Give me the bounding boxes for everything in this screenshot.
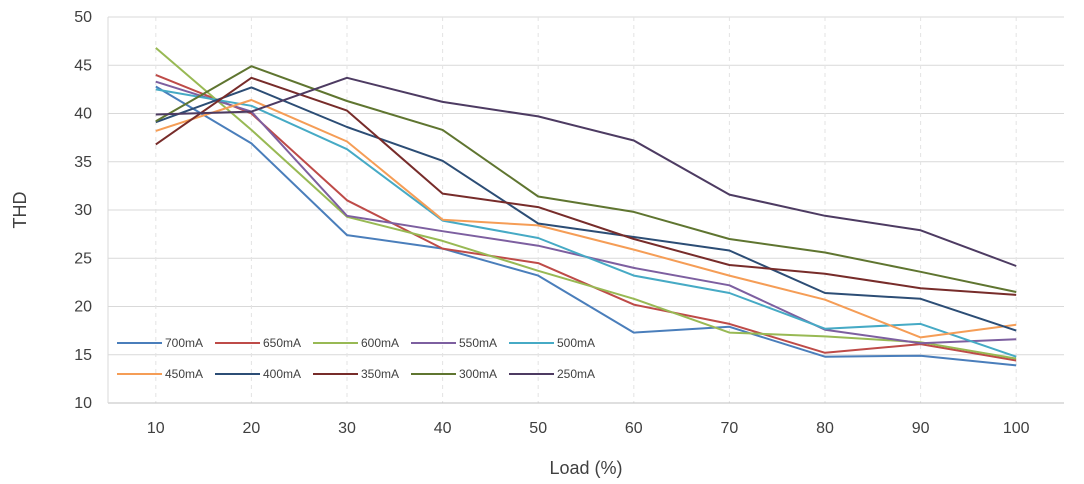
x-tick-label: 20: [243, 420, 261, 437]
series-line-600mA: [155, 47, 1017, 360]
series-line-450mA: [155, 99, 1017, 339]
series-line-250mA: [155, 76, 1017, 267]
series-line-700mA: [155, 85, 1017, 367]
legend-label: 250mA: [557, 367, 595, 381]
series-line-500mA: [155, 88, 1017, 358]
y-tick-label: 15: [74, 347, 92, 364]
x-tick-label: 40: [434, 420, 452, 437]
legend-item-700mA: 700mA: [117, 336, 203, 350]
legend-item-400mA: 400mA: [215, 367, 301, 381]
x-axis-title: Load (%): [549, 458, 622, 478]
grid-layer: [108, 16, 1064, 404]
legend-label: 550mA: [459, 336, 497, 350]
legend-item-350mA: 350mA: [313, 367, 399, 381]
legend-label: 650mA: [263, 336, 301, 350]
axis-layer: 10 15 20 25 30 35 40 45 50 10 20 30 40 50 60 70 80 90 100: [74, 9, 1064, 437]
x-tick-label: 60: [625, 420, 643, 437]
x-tick-label: 30: [338, 420, 356, 437]
series-line-650mA: [155, 73, 1017, 362]
y-tick-label: 20: [74, 299, 92, 316]
legend-label: 700mA: [165, 336, 203, 350]
legend-item-300mA: 300mA: [411, 367, 497, 381]
legend-item-450mA: 450mA: [117, 367, 203, 381]
y-tick-label: 50: [74, 9, 92, 26]
series-line-350mA: [155, 76, 1017, 296]
legend-label: 400mA: [263, 367, 301, 381]
x-tick-label: 100: [1003, 420, 1030, 437]
x-tick-label: 50: [529, 420, 547, 437]
y-tick-label: 25: [74, 250, 92, 267]
legend: 700mA 650mA 600mA 550mA 500mA 450mA 400mA 350mA…: [117, 336, 595, 381]
y-axis-title: THD: [10, 192, 30, 229]
legend-label: 500mA: [557, 336, 595, 350]
x-tick-label: 70: [721, 420, 739, 437]
legend-item-500mA: 500mA: [509, 336, 595, 350]
y-tick-label: 10: [74, 395, 92, 412]
legend-item-250mA: 250mA: [509, 367, 595, 381]
legend-label: 450mA: [165, 367, 203, 381]
legend-label: 600mA: [361, 336, 399, 350]
series-layer: [155, 47, 1017, 367]
legend-label: 350mA: [361, 367, 399, 381]
legend-item-600mA: 600mA: [313, 336, 399, 350]
y-tick-label: 35: [74, 154, 92, 171]
x-tick-label: 80: [816, 420, 834, 437]
x-tick-label: 10: [147, 420, 165, 437]
y-tick-label: 45: [74, 57, 92, 74]
legend-item-650mA: 650mA: [215, 336, 301, 350]
y-tick-label: 30: [74, 202, 92, 219]
legend-item-550mA: 550mA: [411, 336, 497, 350]
series-line-300mA: [155, 65, 1017, 293]
legend-label: 300mA: [459, 367, 497, 381]
x-tick-label: 90: [912, 420, 930, 437]
series-line-400mA: [155, 86, 1017, 332]
y-tick-label: 40: [74, 106, 92, 123]
